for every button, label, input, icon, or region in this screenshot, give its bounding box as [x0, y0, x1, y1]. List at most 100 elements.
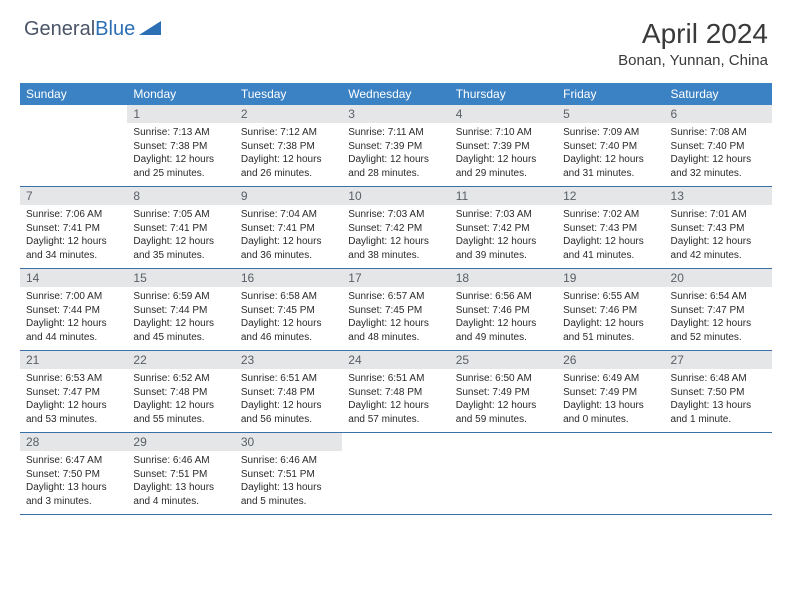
day-number: 16 — [235, 269, 342, 287]
day-number: 15 — [127, 269, 234, 287]
day-number: 6 — [665, 105, 772, 123]
calendar-cell: 15Sunrise: 6:59 AMSunset: 7:44 PMDayligh… — [127, 269, 234, 351]
calendar-week-row: 1Sunrise: 7:13 AMSunset: 7:38 PMDaylight… — [20, 105, 772, 187]
page-header: GeneralBlue April 2024 Bonan, Yunnan, Ch… — [0, 0, 792, 75]
day-details: Sunrise: 7:01 AMSunset: 7:43 PMDaylight:… — [665, 205, 772, 268]
calendar-cell: 12Sunrise: 7:02 AMSunset: 7:43 PMDayligh… — [557, 187, 664, 269]
day-details: Sunrise: 7:10 AMSunset: 7:39 PMDaylight:… — [450, 123, 557, 186]
day-details: Sunrise: 6:49 AMSunset: 7:49 PMDaylight:… — [557, 369, 664, 432]
calendar-header-row: SundayMondayTuesdayWednesdayThursdayFrid… — [20, 83, 772, 105]
calendar-cell — [665, 433, 772, 515]
calendar-week-row: 7Sunrise: 7:06 AMSunset: 7:41 PMDaylight… — [20, 187, 772, 269]
calendar-day-header: Sunday — [20, 83, 127, 105]
day-number: 25 — [450, 351, 557, 369]
title-block: April 2024 Bonan, Yunnan, China — [618, 18, 768, 69]
day-details: Sunrise: 6:51 AMSunset: 7:48 PMDaylight:… — [235, 369, 342, 432]
calendar-cell: 21Sunrise: 6:53 AMSunset: 7:47 PMDayligh… — [20, 351, 127, 433]
calendar-table: SundayMondayTuesdayWednesdayThursdayFrid… — [20, 83, 772, 515]
calendar-cell — [557, 433, 664, 515]
calendar-cell: 11Sunrise: 7:03 AMSunset: 7:42 PMDayligh… — [450, 187, 557, 269]
day-number: 9 — [235, 187, 342, 205]
day-details: Sunrise: 6:54 AMSunset: 7:47 PMDaylight:… — [665, 287, 772, 350]
calendar-cell: 6Sunrise: 7:08 AMSunset: 7:40 PMDaylight… — [665, 105, 772, 187]
day-details: Sunrise: 7:12 AMSunset: 7:38 PMDaylight:… — [235, 123, 342, 186]
day-details: Sunrise: 6:48 AMSunset: 7:50 PMDaylight:… — [665, 369, 772, 432]
calendar-cell — [342, 433, 449, 515]
day-number: 21 — [20, 351, 127, 369]
day-number: 3 — [342, 105, 449, 123]
calendar-day-header: Saturday — [665, 83, 772, 105]
day-number: 24 — [342, 351, 449, 369]
day-number: 14 — [20, 269, 127, 287]
day-number: 30 — [235, 433, 342, 451]
calendar-cell: 27Sunrise: 6:48 AMSunset: 7:50 PMDayligh… — [665, 351, 772, 433]
calendar-cell: 3Sunrise: 7:11 AMSunset: 7:39 PMDaylight… — [342, 105, 449, 187]
day-details: Sunrise: 6:57 AMSunset: 7:45 PMDaylight:… — [342, 287, 449, 350]
calendar-cell: 23Sunrise: 6:51 AMSunset: 7:48 PMDayligh… — [235, 351, 342, 433]
calendar-cell: 29Sunrise: 6:46 AMSunset: 7:51 PMDayligh… — [127, 433, 234, 515]
day-number: 23 — [235, 351, 342, 369]
calendar-cell: 19Sunrise: 6:55 AMSunset: 7:46 PMDayligh… — [557, 269, 664, 351]
day-details: Sunrise: 6:58 AMSunset: 7:45 PMDaylight:… — [235, 287, 342, 350]
day-number: 2 — [235, 105, 342, 123]
day-details: Sunrise: 7:13 AMSunset: 7:38 PMDaylight:… — [127, 123, 234, 186]
calendar-cell: 16Sunrise: 6:58 AMSunset: 7:45 PMDayligh… — [235, 269, 342, 351]
day-details: Sunrise: 6:50 AMSunset: 7:49 PMDaylight:… — [450, 369, 557, 432]
day-number: 5 — [557, 105, 664, 123]
calendar-cell: 2Sunrise: 7:12 AMSunset: 7:38 PMDaylight… — [235, 105, 342, 187]
day-number: 29 — [127, 433, 234, 451]
calendar-day-header: Friday — [557, 83, 664, 105]
day-details: Sunrise: 7:05 AMSunset: 7:41 PMDaylight:… — [127, 205, 234, 268]
calendar-cell: 26Sunrise: 6:49 AMSunset: 7:49 PMDayligh… — [557, 351, 664, 433]
day-details: Sunrise: 7:03 AMSunset: 7:42 PMDaylight:… — [342, 205, 449, 268]
day-number: 12 — [557, 187, 664, 205]
calendar-cell: 5Sunrise: 7:09 AMSunset: 7:40 PMDaylight… — [557, 105, 664, 187]
day-number: 27 — [665, 351, 772, 369]
calendar-cell: 9Sunrise: 7:04 AMSunset: 7:41 PMDaylight… — [235, 187, 342, 269]
calendar-cell: 10Sunrise: 7:03 AMSunset: 7:42 PMDayligh… — [342, 187, 449, 269]
day-number: 19 — [557, 269, 664, 287]
brand-logo: GeneralBlue — [24, 18, 161, 41]
calendar-cell: 24Sunrise: 6:51 AMSunset: 7:48 PMDayligh… — [342, 351, 449, 433]
day-number: 1 — [127, 105, 234, 123]
calendar-cell: 14Sunrise: 7:00 AMSunset: 7:44 PMDayligh… — [20, 269, 127, 351]
day-details: Sunrise: 7:02 AMSunset: 7:43 PMDaylight:… — [557, 205, 664, 268]
day-number: 22 — [127, 351, 234, 369]
calendar-day-header: Wednesday — [342, 83, 449, 105]
brand-text: GeneralBlue — [24, 18, 135, 41]
calendar-day-header: Monday — [127, 83, 234, 105]
day-details: Sunrise: 6:46 AMSunset: 7:51 PMDaylight:… — [127, 451, 234, 514]
calendar-day-header: Thursday — [450, 83, 557, 105]
day-details: Sunrise: 7:00 AMSunset: 7:44 PMDaylight:… — [20, 287, 127, 350]
calendar-week-row: 21Sunrise: 6:53 AMSunset: 7:47 PMDayligh… — [20, 351, 772, 433]
day-number: 28 — [20, 433, 127, 451]
day-number: 13 — [665, 187, 772, 205]
day-number: 10 — [342, 187, 449, 205]
calendar-week-row: 28Sunrise: 6:47 AMSunset: 7:50 PMDayligh… — [20, 433, 772, 515]
day-details: Sunrise: 7:11 AMSunset: 7:39 PMDaylight:… — [342, 123, 449, 186]
day-number: 8 — [127, 187, 234, 205]
day-details: Sunrise: 7:06 AMSunset: 7:41 PMDaylight:… — [20, 205, 127, 268]
calendar-cell: 28Sunrise: 6:47 AMSunset: 7:50 PMDayligh… — [20, 433, 127, 515]
day-details: Sunrise: 7:04 AMSunset: 7:41 PMDaylight:… — [235, 205, 342, 268]
day-details: Sunrise: 7:08 AMSunset: 7:40 PMDaylight:… — [665, 123, 772, 186]
day-details: Sunrise: 6:52 AMSunset: 7:48 PMDaylight:… — [127, 369, 234, 432]
month-title: April 2024 — [618, 18, 768, 50]
day-number: 20 — [665, 269, 772, 287]
calendar-cell: 22Sunrise: 6:52 AMSunset: 7:48 PMDayligh… — [127, 351, 234, 433]
calendar-cell: 7Sunrise: 7:06 AMSunset: 7:41 PMDaylight… — [20, 187, 127, 269]
day-details: Sunrise: 6:47 AMSunset: 7:50 PMDaylight:… — [20, 451, 127, 514]
day-details: Sunrise: 6:59 AMSunset: 7:44 PMDaylight:… — [127, 287, 234, 350]
calendar-cell: 1Sunrise: 7:13 AMSunset: 7:38 PMDaylight… — [127, 105, 234, 187]
day-details: Sunrise: 6:46 AMSunset: 7:51 PMDaylight:… — [235, 451, 342, 514]
calendar-cell: 17Sunrise: 6:57 AMSunset: 7:45 PMDayligh… — [342, 269, 449, 351]
day-number: 26 — [557, 351, 664, 369]
calendar-cell: 25Sunrise: 6:50 AMSunset: 7:49 PMDayligh… — [450, 351, 557, 433]
day-details: Sunrise: 6:53 AMSunset: 7:47 PMDaylight:… — [20, 369, 127, 432]
calendar-cell: 18Sunrise: 6:56 AMSunset: 7:46 PMDayligh… — [450, 269, 557, 351]
calendar-cell: 4Sunrise: 7:10 AMSunset: 7:39 PMDaylight… — [450, 105, 557, 187]
calendar-week-row: 14Sunrise: 7:00 AMSunset: 7:44 PMDayligh… — [20, 269, 772, 351]
day-number: 18 — [450, 269, 557, 287]
calendar-cell — [450, 433, 557, 515]
calendar-cell — [20, 105, 127, 187]
